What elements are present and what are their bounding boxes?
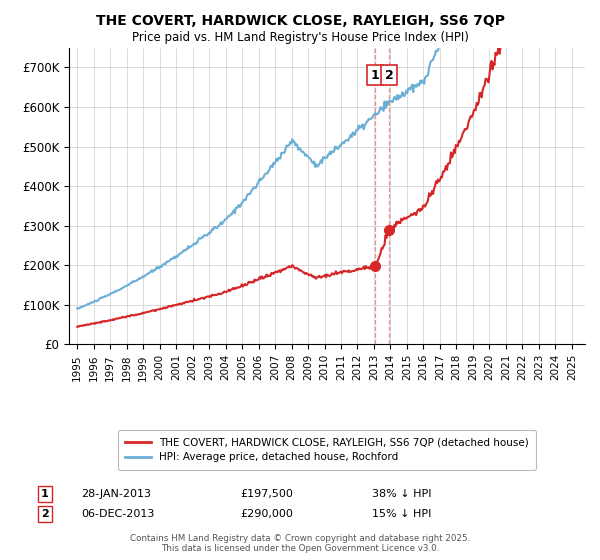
Text: 15% ↓ HPI: 15% ↓ HPI <box>372 509 431 519</box>
Text: 2: 2 <box>385 69 394 82</box>
Text: Contains HM Land Registry data © Crown copyright and database right 2025.
This d: Contains HM Land Registry data © Crown c… <box>130 534 470 553</box>
Text: 38% ↓ HPI: 38% ↓ HPI <box>372 489 431 499</box>
Legend: THE COVERT, HARDWICK CLOSE, RAYLEIGH, SS6 7QP (detached house), HPI: Average pri: THE COVERT, HARDWICK CLOSE, RAYLEIGH, SS… <box>118 430 536 470</box>
Text: Price paid vs. HM Land Registry's House Price Index (HPI): Price paid vs. HM Land Registry's House … <box>131 31 469 44</box>
Text: £290,000: £290,000 <box>240 509 293 519</box>
Text: 1: 1 <box>41 489 49 499</box>
Text: THE COVERT, HARDWICK CLOSE, RAYLEIGH, SS6 7QP: THE COVERT, HARDWICK CLOSE, RAYLEIGH, SS… <box>95 14 505 28</box>
Text: 1: 1 <box>371 69 380 82</box>
Text: 2: 2 <box>41 509 49 519</box>
Text: £197,500: £197,500 <box>240 489 293 499</box>
Text: 06-DEC-2013: 06-DEC-2013 <box>81 509 154 519</box>
Text: 28-JAN-2013: 28-JAN-2013 <box>81 489 151 499</box>
